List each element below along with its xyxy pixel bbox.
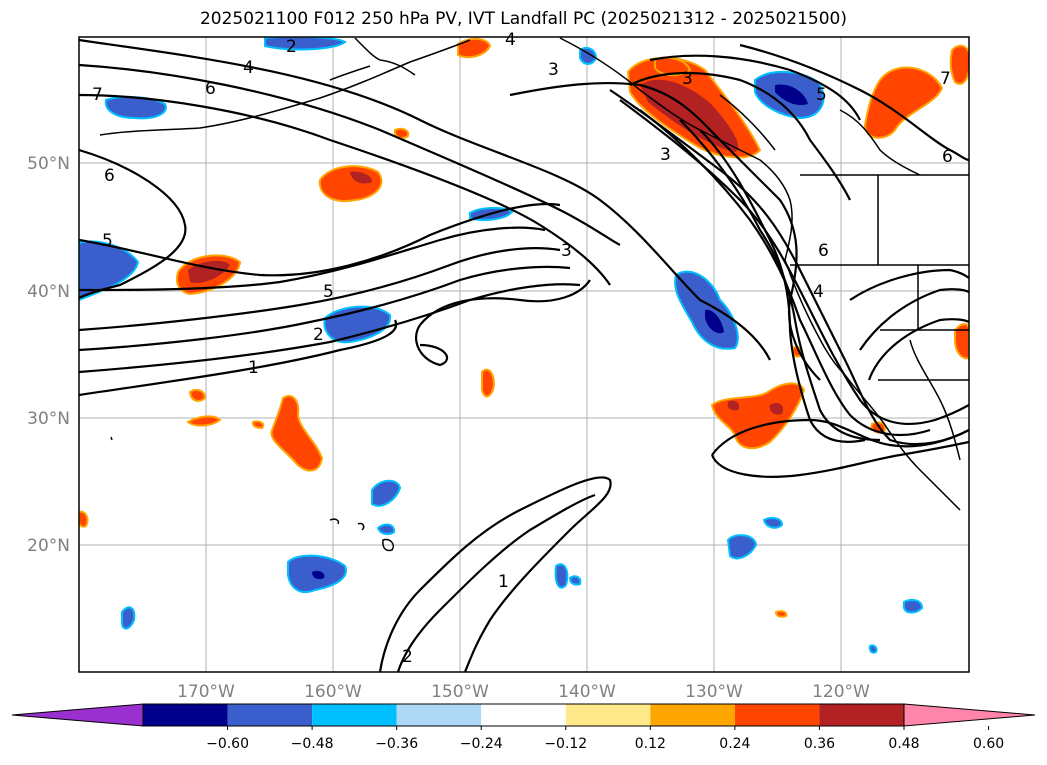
positive-anomaly-central (318, 165, 383, 202)
contour-label: 3 (548, 60, 559, 80)
contour-label: 6 (818, 241, 829, 261)
lon-label: 160°W (304, 682, 362, 702)
lon-label: 120°W (812, 682, 870, 702)
lon-label: 130°W (685, 682, 743, 702)
contour-label: 1 (248, 358, 259, 378)
lat-label: 20°N (27, 536, 70, 556)
contour-label: 2 (286, 37, 297, 57)
contour-label: 4 (813, 282, 824, 302)
ivt-contours (79, 38, 969, 672)
contour-label: 5 (102, 231, 113, 251)
positive-anomaly-subtropical (270, 395, 324, 472)
contour-label: 6 (942, 147, 953, 167)
contour-label: 6 (205, 79, 216, 99)
longitude-labels: 170°W 160°W 150°W 140°W 130°W 120°W (177, 682, 870, 702)
map-panel (79, 37, 969, 672)
positive-anomaly-southeast (710, 382, 806, 450)
coastlines (99, 37, 969, 552)
map-border (78, 36, 970, 673)
contour-label: 3 (660, 145, 671, 165)
contour-label: 5 (323, 282, 334, 302)
contour-label: 2 (313, 325, 324, 345)
contour-label: 6 (104, 166, 115, 186)
contour-label: 3 (682, 69, 693, 89)
lat-label: 50°N (27, 154, 70, 174)
contour-label: 1 (498, 572, 509, 592)
lat-label: 40°N (27, 282, 70, 302)
positive-anomaly-ne (863, 66, 944, 139)
lon-label: 170°W (177, 682, 235, 702)
lon-label: 140°W (558, 682, 616, 702)
contour-label: 5 (816, 85, 827, 105)
lat-label: 30°N (27, 409, 70, 429)
latitude-labels: 50°N 40°N 30°N 20°N (27, 154, 70, 556)
contour-label: 2 (402, 647, 413, 667)
contour-label: 3 (561, 241, 572, 261)
contour-label: 4 (505, 30, 516, 50)
lon-label: 150°W (431, 682, 489, 702)
map-title: 2025021100 F012 250 hPa PV, IVT Landfall… (199, 9, 847, 29)
contour-labels: 7 6 4 3 6 5 5 2 1 3 3 6 4 1 2 7 6 3 2 4 … (92, 30, 953, 667)
contour-label: 7 (940, 69, 951, 89)
contour-label: 4 (243, 58, 254, 78)
contour-label: 7 (92, 85, 103, 105)
